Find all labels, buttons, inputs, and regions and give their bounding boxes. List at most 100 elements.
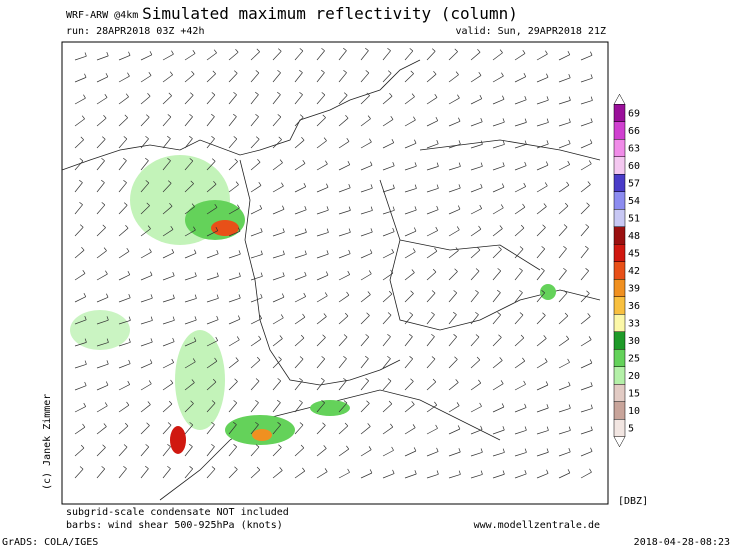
barb-flag	[325, 160, 328, 165]
barb-staff	[96, 447, 106, 457]
barb-flag	[257, 158, 261, 163]
barb-staff	[316, 163, 328, 171]
barb-staff	[404, 272, 415, 281]
barb-flag	[433, 70, 437, 75]
barb-flag	[125, 224, 129, 229]
colorbar-swatch	[613, 279, 626, 297]
barb-flag	[304, 228, 307, 233]
barb-flag	[326, 206, 329, 211]
barb-staff	[426, 209, 439, 215]
barb-flag	[238, 272, 241, 277]
barb-staff	[184, 468, 193, 479]
barb-staff	[162, 95, 172, 105]
barb-staff	[360, 187, 373, 193]
border	[399, 239, 541, 271]
barb-flag	[145, 136, 149, 140]
barb-staff	[294, 72, 303, 83]
barb-flag	[123, 465, 127, 469]
barb-flag	[191, 203, 195, 207]
barb-staff	[250, 402, 259, 413]
barb-flag	[409, 48, 414, 52]
barb-flag	[431, 356, 436, 360]
barb-flag	[435, 117, 439, 121]
barb-staff	[514, 429, 527, 435]
barb-staff	[140, 54, 152, 61]
barb-flag	[238, 227, 241, 232]
barb-staff	[514, 165, 527, 171]
barb-flag	[414, 162, 417, 167]
barb-staff	[250, 446, 260, 457]
barb-flag	[498, 334, 502, 338]
barb-staff	[426, 336, 435, 347]
barb-staff	[118, 160, 127, 171]
barb-flag	[457, 425, 461, 430]
barb-flag	[585, 224, 589, 228]
colorbar-label: 69	[628, 109, 640, 120]
barb-flag	[369, 469, 373, 474]
barb-staff	[316, 50, 325, 61]
barb-flag	[520, 334, 525, 339]
barb-flag	[343, 377, 347, 381]
barb-staff	[382, 450, 394, 457]
barb-staff	[404, 293, 414, 303]
barb-staff	[250, 231, 263, 237]
barb-flag	[411, 93, 415, 97]
barb-staff	[272, 380, 282, 391]
barb-flag	[365, 378, 369, 382]
barb-staff	[184, 298, 197, 303]
barb-flag	[323, 313, 327, 317]
barb-flag	[255, 70, 260, 74]
barb-flag	[234, 378, 238, 382]
barb-staff	[448, 292, 458, 303]
barb-flag	[299, 91, 303, 95]
barb-staff	[140, 404, 151, 413]
barb-flag	[167, 180, 172, 184]
barb-flag	[568, 426, 571, 431]
barb-flag	[167, 465, 171, 469]
barb-staff	[74, 97, 86, 105]
barb-staff	[514, 186, 526, 193]
barb-staff	[470, 451, 483, 457]
barb-flag	[501, 403, 505, 408]
barb-flag	[475, 334, 480, 338]
barb-staff	[140, 228, 151, 237]
barb-flag	[568, 118, 571, 123]
barb-staff	[250, 469, 261, 479]
barb-flag	[343, 92, 348, 96]
colorbar-label: 42	[628, 266, 640, 277]
barb-staff	[140, 425, 150, 435]
barb-flag	[277, 399, 281, 403]
barb-flag	[103, 115, 107, 119]
barb-flag	[282, 228, 285, 233]
barb-staff	[338, 274, 350, 281]
barb-flag	[458, 140, 461, 145]
barb-flag	[79, 224, 84, 228]
barb-flag	[564, 202, 569, 207]
barb-flag	[498, 246, 502, 250]
barb-staff	[514, 292, 523, 303]
barb-flag	[343, 355, 347, 359]
barb-flag	[126, 247, 130, 252]
barb-staff	[492, 452, 505, 457]
barb-flag	[524, 448, 527, 453]
colorbar-unit: [DBZ]	[618, 496, 648, 507]
barb-staff	[514, 473, 527, 479]
barb-staff	[294, 186, 306, 193]
barb-flag	[588, 160, 592, 165]
barb-flag	[301, 136, 305, 141]
colorbar-swatch	[613, 261, 626, 280]
barb-staff	[184, 95, 194, 105]
barb-flag	[343, 334, 348, 338]
barb-flag	[387, 312, 392, 316]
barb-staff	[470, 187, 483, 193]
barb-flag	[192, 50, 196, 54]
barb-flag	[411, 269, 415, 273]
barb-staff	[140, 117, 150, 127]
barb-flag	[567, 160, 570, 165]
barb-staff	[580, 248, 589, 259]
barb-flag	[546, 118, 549, 123]
barb-flag	[590, 447, 593, 452]
barb-flag	[387, 378, 392, 382]
barb-flag	[300, 334, 305, 339]
barb-flag	[585, 245, 589, 249]
